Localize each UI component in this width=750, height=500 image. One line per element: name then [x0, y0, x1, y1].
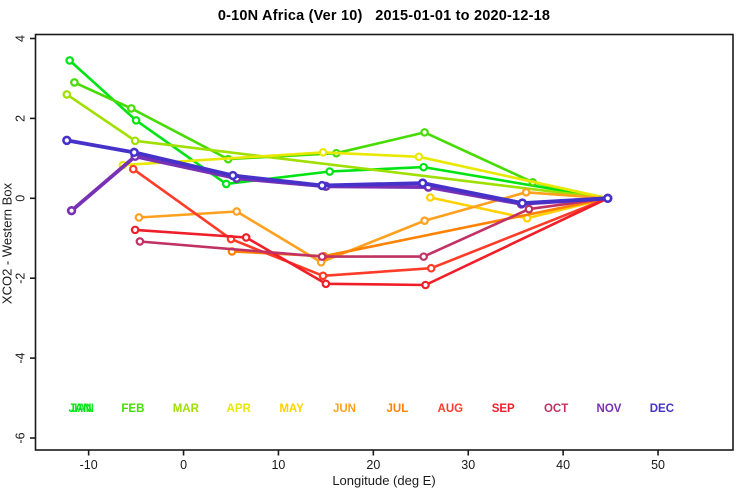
- data-point-mar: [62, 90, 72, 99]
- data-point-dec: [228, 170, 238, 181]
- y-tick-label: -6: [14, 432, 28, 443]
- data-point-jan: [325, 167, 334, 176]
- data-point-dec: [129, 147, 139, 158]
- data-point-aug: [128, 164, 138, 174]
- data-point-dec: [317, 180, 327, 191]
- data-point-mar: [130, 136, 140, 146]
- data-point-sep: [321, 279, 331, 289]
- data-point-aug: [426, 263, 436, 273]
- data-point-feb: [420, 128, 429, 137]
- data-point-oct: [419, 252, 428, 261]
- data-point-dec: [417, 178, 428, 188]
- legend-month-oct: OCT: [544, 403, 568, 415]
- legend-month-nov: NOV: [597, 403, 622, 415]
- x-tick-label: 50: [651, 458, 665, 472]
- x-tick-label: 30: [461, 458, 475, 472]
- data-point-feb: [70, 78, 79, 87]
- data-point-dec: [62, 135, 72, 146]
- data-point-jun: [521, 188, 531, 197]
- y-tick-label: 4: [14, 35, 28, 42]
- legend-month-jun: JUN: [333, 403, 356, 415]
- data-point-jan: [419, 162, 428, 172]
- legend-month-jan-shadow: JAN: [71, 403, 94, 415]
- legend-month-jul: JUL: [387, 403, 409, 415]
- data-point-sep: [421, 280, 430, 290]
- legend-month-may: MAY: [279, 403, 304, 415]
- data-point-jan: [221, 179, 231, 189]
- legend-month-aug: AUG: [438, 403, 464, 415]
- data-point-jun: [134, 213, 144, 222]
- legend-month-apr: APR: [227, 403, 252, 415]
- data-point-nov: [66, 205, 77, 216]
- legend-month-mar: MAR: [173, 403, 200, 415]
- x-tick-label: 10: [271, 458, 285, 472]
- y-tick-label: -4: [14, 353, 28, 364]
- data-point-aug: [318, 271, 328, 281]
- series-line-jan: [68, 59, 610, 200]
- data-point-oct: [135, 237, 145, 246]
- series-line-mar: [65, 93, 610, 200]
- data-point-jun: [232, 207, 241, 216]
- x-axis-label: Longitude (deg E): [332, 473, 436, 488]
- x-tick-label: 0: [180, 458, 187, 472]
- series-line-apr: [121, 151, 610, 200]
- y-tick-label: -2: [14, 273, 28, 284]
- y-tick-label: 0: [14, 195, 28, 202]
- data-point-jan: [65, 56, 74, 65]
- legend-month-dec: DEC: [650, 403, 674, 415]
- legend-month-feb: FEB: [121, 403, 144, 415]
- y-axis-label: XCO2 - Western Box: [0, 182, 15, 305]
- data-point-feb: [127, 104, 136, 113]
- data-point-apr: [414, 152, 424, 162]
- plot-border: [34, 33, 734, 451]
- x-tick-label: -10: [80, 458, 98, 472]
- legend-month-jan: JAN: [68, 403, 91, 415]
- data-point-jan: [131, 116, 141, 125]
- y-tick-label: 2: [14, 115, 28, 122]
- data-point-apr: [318, 148, 328, 157]
- data-point-oct: [524, 204, 534, 214]
- data-point-jun: [420, 216, 429, 225]
- chart-title: 0-10N Africa (Ver 10) 2015-01-01 to 2020…: [217, 8, 551, 24]
- data-point-oct: [317, 252, 327, 261]
- data-point-dec: [603, 193, 613, 204]
- data-point-sep: [130, 225, 140, 235]
- x-tick-label: 20: [366, 458, 380, 472]
- x-tick-label: 40: [556, 458, 570, 472]
- data-point-may: [425, 193, 435, 202]
- data-point-dec: [517, 198, 528, 208]
- data-point-sep: [241, 233, 251, 242]
- legend-month-sep: SEP: [492, 403, 515, 415]
- series-line-jun: [137, 191, 610, 264]
